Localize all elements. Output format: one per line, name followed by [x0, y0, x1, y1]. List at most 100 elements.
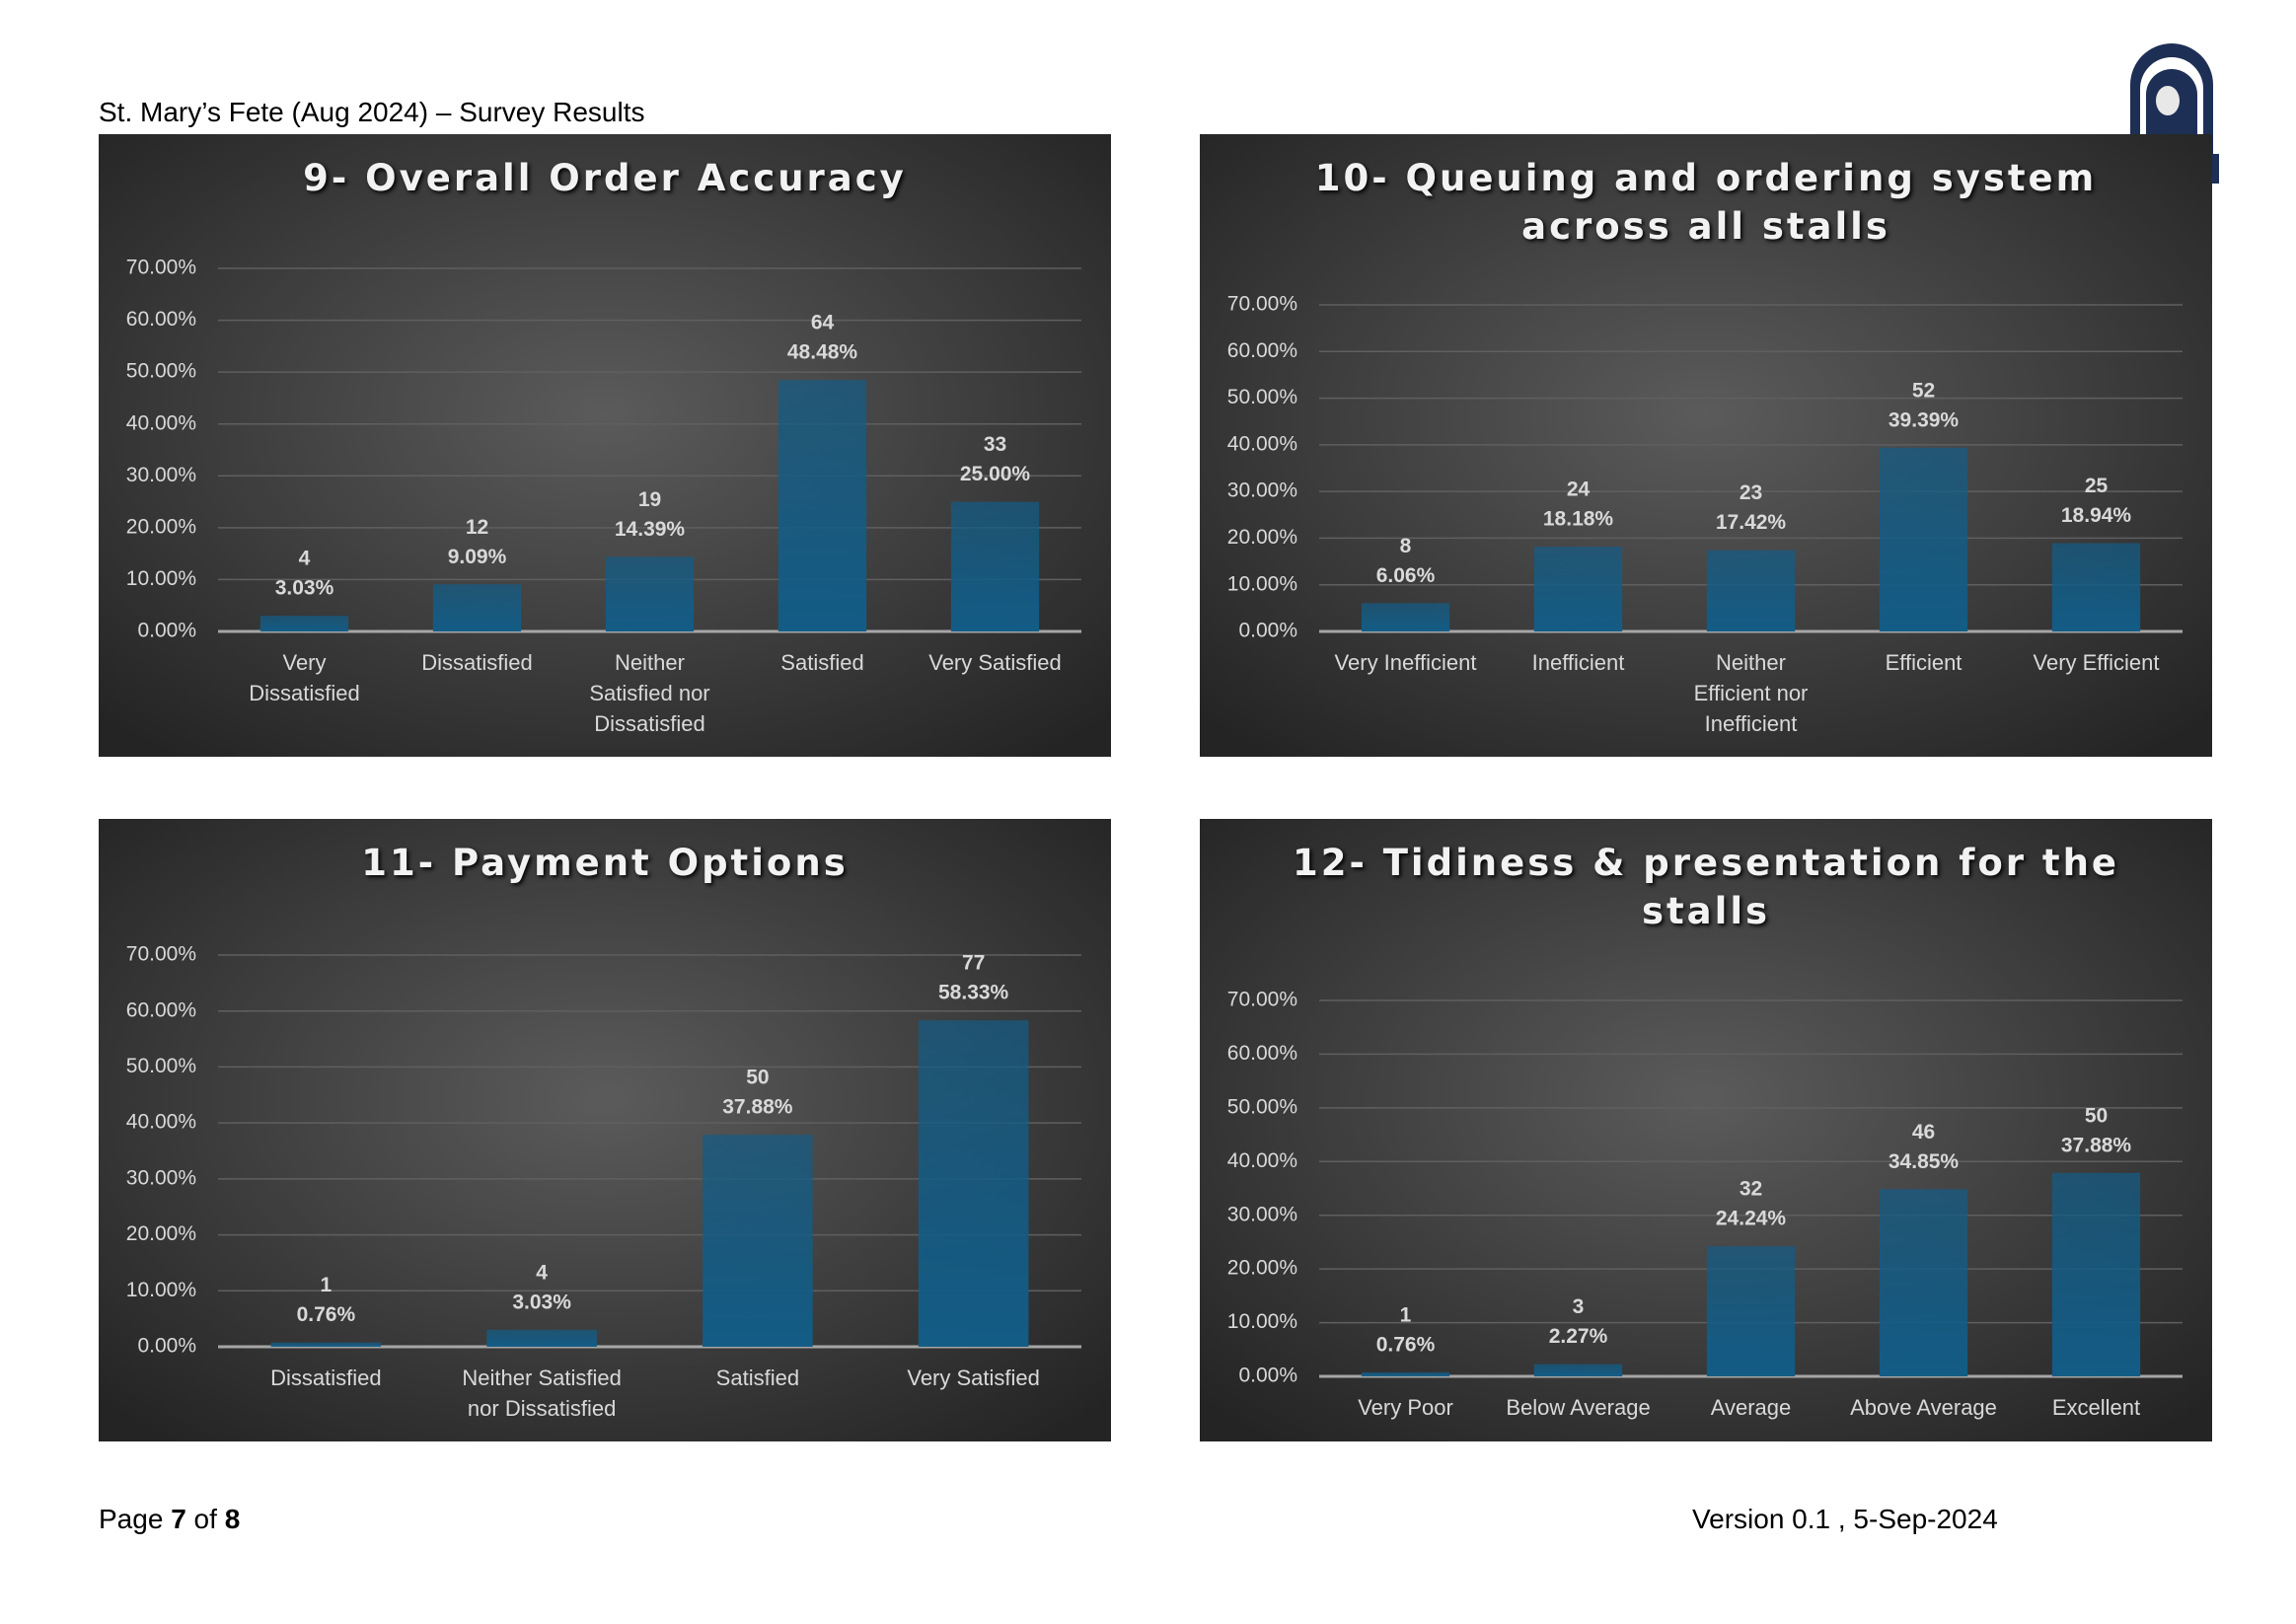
x-tick-label-box: Very Efficient — [2033, 650, 2160, 675]
y-tick-label: 20.00% — [1227, 1257, 1297, 1280]
y-tick-label: 0.00% — [137, 620, 196, 642]
y-tick-label: 0.00% — [137, 1335, 196, 1358]
count-label: 8 — [1400, 535, 1412, 557]
y-tick-label: 10.00% — [1227, 1310, 1297, 1333]
x-tick-label: Very Satisfied — [928, 650, 1062, 675]
bar — [778, 380, 867, 631]
x-tick-label: Average — [1710, 1395, 1792, 1420]
data-label: 3.03% — [275, 577, 334, 600]
chart-title-box: 11- Payment Options — [361, 842, 845, 884]
count-label: 33 — [984, 433, 1006, 456]
y-tick-label: 50.00% — [126, 360, 196, 383]
x-tick-label: Excellent — [2051, 1395, 2141, 1420]
count-label: 50 — [2085, 1104, 2108, 1127]
chart-background — [1200, 819, 2212, 1441]
chart-title-box: 9- Overall Order Accuracy — [303, 157, 907, 199]
x-tick-label-box: Very Satisfied — [928, 650, 1062, 675]
chart-title: 10- Queuing and ordering system across a… — [1314, 157, 2098, 248]
y-tick-label: 20.00% — [126, 1222, 196, 1245]
y-tick-label: 10.00% — [126, 567, 196, 590]
bar — [2051, 1172, 2141, 1376]
count-label: 23 — [1740, 481, 1762, 504]
y-tick-label: 30.00% — [1227, 480, 1297, 502]
chart-title-box: 10- Queuing and ordering system across a… — [1314, 157, 2098, 248]
bar — [605, 556, 695, 631]
bar — [1533, 1364, 1623, 1376]
data-label: 17.42% — [1716, 511, 1787, 534]
x-tick-label-box: Dissatisfied — [421, 650, 532, 675]
y-tick-label: 0.00% — [1238, 1365, 1297, 1387]
x-tick-label: Neither Satisfied nor Dissatisfied — [589, 650, 710, 736]
x-tick-label: Very Satisfied — [907, 1366, 1040, 1390]
y-tick-label: 10.00% — [126, 1279, 196, 1301]
count-label: 3 — [1573, 1295, 1585, 1318]
count-label: 1 — [321, 1274, 333, 1296]
chart-title-box: 12- Tidiness & presentation for the stal… — [1292, 842, 2120, 932]
of-word: of — [193, 1504, 217, 1534]
data-label: 18.94% — [2061, 504, 2132, 527]
x-tick-label-box: Efficient — [1886, 650, 1963, 675]
y-tick-label: 20.00% — [126, 515, 196, 538]
bar — [1361, 603, 1450, 631]
bar — [486, 1329, 597, 1347]
page: 7 — [171, 1504, 186, 1534]
x-tick-label: Above Average — [1850, 1395, 1997, 1420]
y-tick-label: 40.00% — [126, 1111, 196, 1134]
count-label: 32 — [1740, 1178, 1762, 1201]
data-label: 9.09% — [448, 546, 507, 568]
chart: 9- Overall Order Accuracy 0.00% 10.00% 20.0… — [99, 134, 1111, 757]
data-label: 58.33% — [938, 982, 1009, 1004]
x-tick-label-box: Dissatisfied — [270, 1366, 382, 1390]
bar — [1533, 547, 1623, 631]
x-tick-label: Dissatisfied — [270, 1366, 382, 1390]
count-label: 4 — [299, 548, 311, 570]
y-tick-label: 50.00% — [1227, 386, 1297, 408]
count-label: 46 — [1912, 1121, 1935, 1144]
page-total: 8 — [224, 1504, 241, 1534]
x-tick-label: Very Poor — [1358, 1395, 1453, 1420]
x-tick-label-box: Very Dissatisfied — [249, 650, 360, 705]
x-tick-label-box: Satisfied — [715, 1366, 800, 1390]
chart-title: 12- Tidiness & presentation for the stal… — [1292, 842, 2120, 932]
x-tick-label: Very Dissatisfied — [249, 650, 360, 705]
data-label: 24.24% — [1716, 1208, 1787, 1230]
x-tick-label: Satisfied — [715, 1366, 800, 1390]
y-tick-label: 40.00% — [1227, 432, 1297, 455]
page-word: Page — [99, 1504, 164, 1534]
x-tick-label: Very Inefficient — [1334, 650, 1477, 675]
x-tick-label: Very Efficient — [2033, 650, 2160, 675]
x-tick-label-box: Below Average — [1506, 1395, 1651, 1420]
count-label: 25 — [2085, 475, 2109, 497]
x-tick-label-box: Neither Efficient nor Inefficient — [1694, 650, 1809, 736]
bar — [432, 584, 522, 631]
count-label: 4 — [536, 1261, 548, 1284]
count-label: 64 — [811, 312, 835, 334]
y-tick-label: 60.00% — [1227, 339, 1297, 362]
data-label: 3.03% — [512, 1291, 571, 1313]
y-tick-label: 40.00% — [1227, 1149, 1297, 1172]
y-tick-label: 20.00% — [1227, 526, 1297, 549]
y-tick-label: 30.00% — [126, 1166, 196, 1189]
count-label: 1 — [1400, 1303, 1412, 1326]
data-label: 0.76% — [1376, 1333, 1436, 1356]
bar — [1879, 1189, 1968, 1376]
count-label: 24 — [1567, 479, 1591, 501]
chart: 11- Payment Options 0.00% 10.00% 20.00% 30.0… — [99, 819, 1111, 1441]
y-tick-label: 30.00% — [1227, 1203, 1297, 1225]
x-tick-label: Below Average — [1506, 1395, 1651, 1420]
data-label: 37.88% — [722, 1096, 793, 1119]
y-tick-label: 60.00% — [126, 998, 196, 1021]
data-label: 6.06% — [1376, 564, 1436, 587]
count-label: 50 — [746, 1067, 769, 1089]
chart-title: 9- Overall Order Accuracy — [303, 157, 907, 199]
bar — [1361, 1371, 1450, 1376]
x-tick-label-box: Inefficient — [1532, 650, 1625, 675]
data-label: 25.00% — [960, 463, 1031, 485]
x-tick-label: Neither Satisfied nor Dissatisfied — [462, 1366, 622, 1421]
y-tick-label: 60.00% — [1227, 1042, 1297, 1065]
chart: 10- Queuing and ordering system across a… — [1200, 134, 2212, 757]
data-label: 2.27% — [1549, 1325, 1608, 1348]
count-label: 52 — [1912, 379, 1935, 402]
data-label: 18.18% — [1543, 508, 1614, 531]
